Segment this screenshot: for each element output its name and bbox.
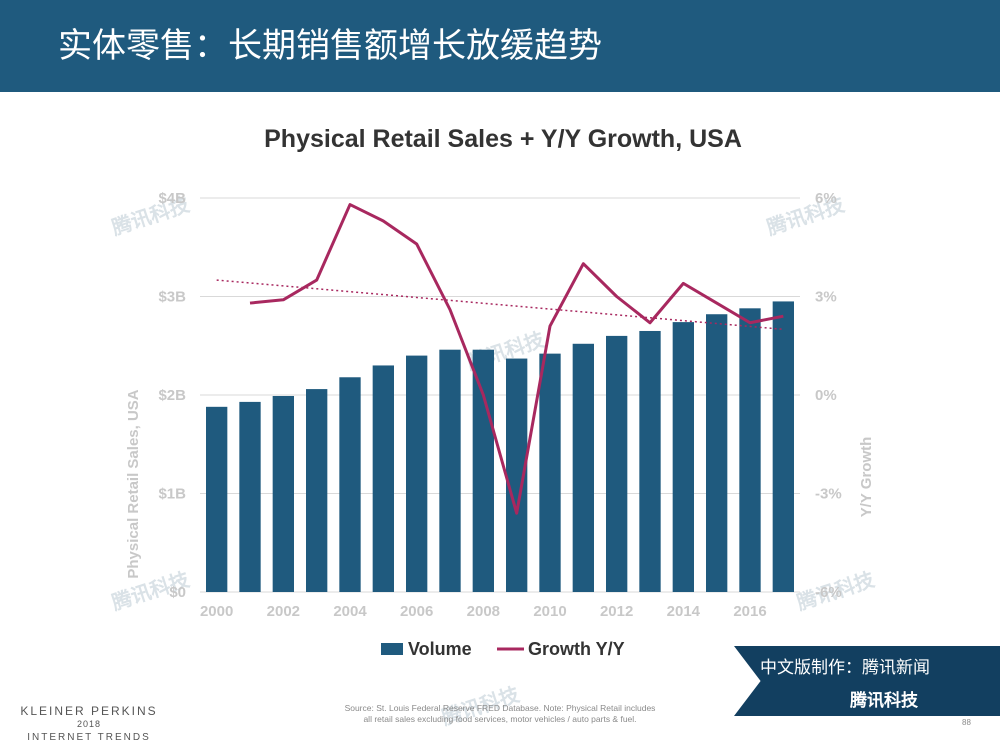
volume-bar <box>439 349 461 592</box>
volume-bar <box>772 301 794 592</box>
y-tick-label-right: 0% <box>815 387 837 404</box>
y-ticks-left: $0 $1B $2B $3B $4B <box>158 190 186 601</box>
volume-bar <box>539 353 561 592</box>
volume-bar <box>606 335 628 592</box>
volume-bar <box>506 358 528 592</box>
page-title: 实体零售：长期销售额增长放缓趋势 <box>58 26 602 66</box>
x-tick-label: 2014 <box>667 603 701 620</box>
volume-bar <box>639 330 661 592</box>
header-bar: 实体零售：长期销售额增长放缓趋势 <box>0 0 1000 92</box>
x-tick-label: 2000 <box>200 603 233 620</box>
y-tick-label-right: -6% <box>815 584 842 601</box>
brand-block: KLEINER PERKINS 2018 INTERNET TRENDS <box>14 705 164 744</box>
y-tick-label-right: 3% <box>815 289 837 306</box>
volume-bar <box>706 314 728 592</box>
volume-bar <box>672 322 694 592</box>
volume-bar <box>239 401 261 592</box>
source-line-1: Source: St. Louis Federal Reserve FRED D… <box>344 703 656 713</box>
legend: Volume Growth Y/Y <box>381 639 625 659</box>
grid-lines <box>200 197 800 593</box>
volume-bar <box>739 308 761 592</box>
y-axis-label-right: Y/Y Growth <box>858 437 875 518</box>
x-tick-label: 2010 <box>533 603 566 620</box>
retail-sales-chart: Physical Retail Sales + Y/Y Growth, USA … <box>125 125 875 659</box>
growth-line <box>249 203 784 515</box>
y-axis-label-left: Physical Retail Sales, USA <box>125 389 142 578</box>
x-tick-label: 2004 <box>333 603 367 620</box>
credit-line-2: 腾讯科技 <box>850 691 918 711</box>
x-tick-label: 2016 <box>733 603 766 620</box>
y-tick-label-left: $2B <box>158 387 186 404</box>
y-tick-label-left: $3B <box>158 289 186 306</box>
credit-line-1: 中文版制作：腾讯新闻 <box>760 658 930 678</box>
x-tick-label: 2012 <box>600 603 633 620</box>
volume-bar <box>206 406 228 592</box>
volume-bar <box>339 377 361 592</box>
volume-bar <box>272 395 294 592</box>
growth-line-path <box>249 203 784 515</box>
brand-line-1: KLEINER PERKINS <box>20 704 158 718</box>
credit-badge <box>734 646 1000 716</box>
y-tick-label-left: $0 <box>169 584 186 601</box>
volume-bars <box>206 301 794 592</box>
volume-bar <box>406 355 428 592</box>
x-tick-label: 2008 <box>467 603 500 620</box>
brand-line-3: INTERNET TRENDS <box>27 732 151 743</box>
y-tick-label-left: $1B <box>158 486 186 503</box>
y-ticks-right: -6% -3% 0% 3% 6% <box>815 190 842 601</box>
volume-bar <box>306 389 328 592</box>
legend-label-growth: Growth Y/Y <box>528 639 625 659</box>
volume-bar <box>572 343 594 592</box>
x-tick-label: 2006 <box>400 603 433 620</box>
legend-label-volume: Volume <box>408 639 472 659</box>
x-ticks: 2000 2002 2004 2006 2008 2010 2012 2014 2016 <box>200 603 767 620</box>
page-number: 88 <box>962 718 971 727</box>
source-note: Source: St. Louis Federal Reserve FRED D… <box>290 703 710 725</box>
brand-line-2: 2018 <box>76 719 102 729</box>
source-line-2: all retail sales excluding food services… <box>363 714 637 724</box>
x-tick-label: 2002 <box>267 603 300 620</box>
volume-bar <box>372 365 394 592</box>
y-tick-label-right: -3% <box>815 486 842 503</box>
volume-bar <box>472 349 494 592</box>
legend-swatch-volume <box>381 643 403 655</box>
chart-title: Physical Retail Sales + Y/Y Growth, USA <box>264 125 742 153</box>
y-tick-label-right: 6% <box>815 190 837 207</box>
y-tick-label-left: $4B <box>158 190 186 207</box>
